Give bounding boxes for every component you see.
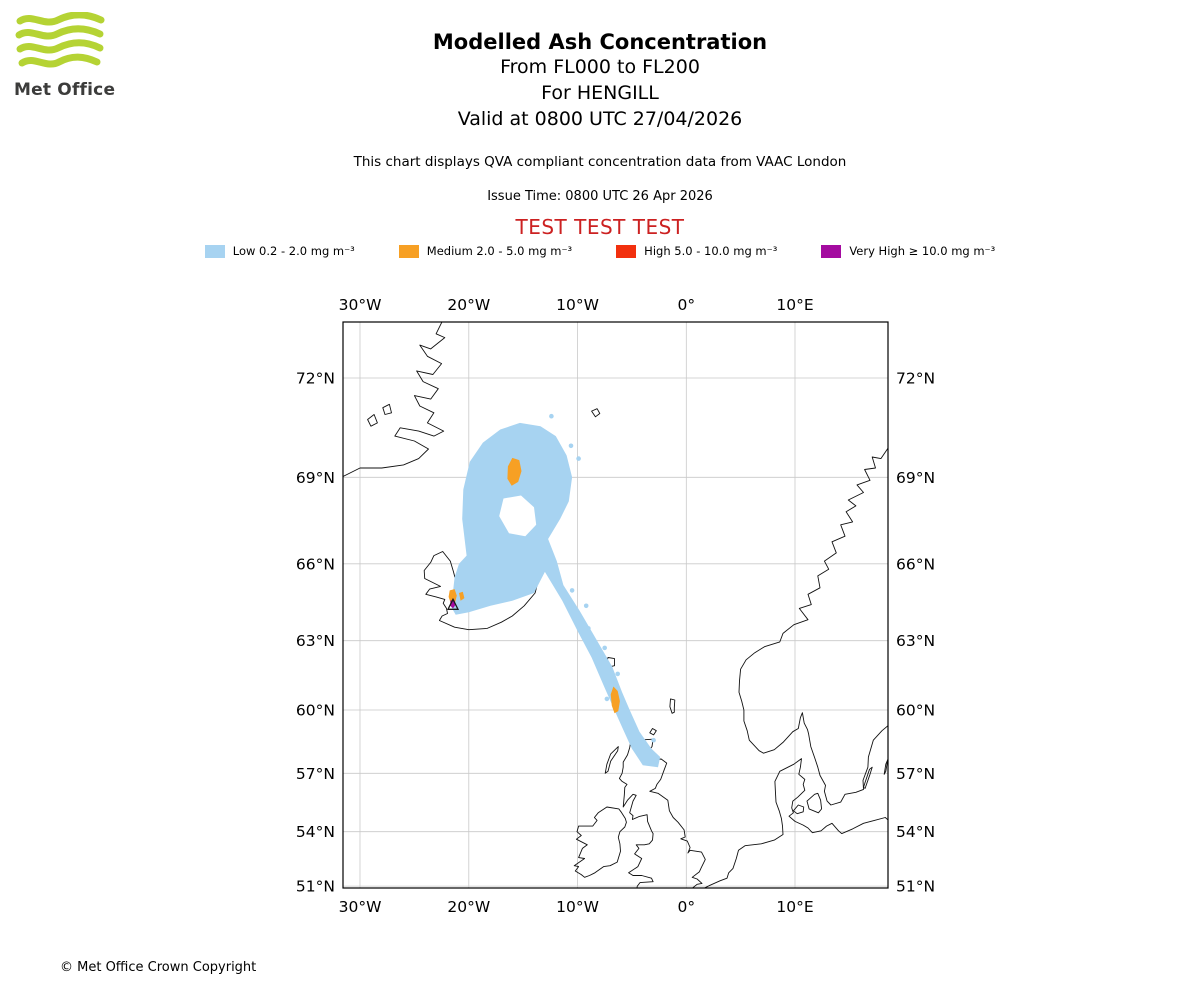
lon-tick-bottom: 20°W xyxy=(447,898,490,916)
coastline xyxy=(367,414,378,427)
lat-tick-right: 69°N xyxy=(896,469,935,487)
issue-time: Issue Time: 0800 UTC 26 Apr 2026 xyxy=(487,189,713,204)
legend-label-low: Low 0.2 - 2.0 mg m⁻³ xyxy=(232,244,355,258)
lon-tick-top: 0° xyxy=(677,296,695,314)
lat-tick-left: 57°N xyxy=(296,765,335,783)
legend-swatch-high xyxy=(616,244,637,258)
legend-item-very_high: Very High ≥ 10.0 mg m⁻³ xyxy=(821,244,995,258)
legend-swatch-medium xyxy=(398,244,419,258)
lon-tick-bottom: 10°E xyxy=(776,898,813,916)
lat-tick-right: 60°N xyxy=(896,702,935,720)
lat-tick-left: 72°N xyxy=(296,370,335,388)
lat-tick-right: 51°N xyxy=(896,878,935,896)
ash-speck-low xyxy=(604,696,610,702)
coastlines xyxy=(343,322,888,888)
qva-compliance-note: This chart displays QVA compliant concen… xyxy=(353,154,847,170)
lat-tick-left: 69°N xyxy=(296,469,335,487)
lat-tick-left: 54°N xyxy=(296,823,335,841)
coastline xyxy=(806,792,823,814)
lat-tick-left: 51°N xyxy=(296,878,335,896)
ash-speck-low xyxy=(569,588,575,593)
lon-tick-top: 10°E xyxy=(776,296,813,314)
volcano-name-line: For HENGILL xyxy=(541,82,659,104)
map-background xyxy=(343,322,888,888)
coastline xyxy=(604,746,619,774)
ash-speck-low xyxy=(583,603,589,609)
ash-layers xyxy=(446,413,661,768)
legend: Low 0.2 - 2.0 mg m⁻³ Medium 2.0 - 5.0 mg … xyxy=(0,244,1200,258)
met-office-logo-waves xyxy=(15,11,105,68)
coastline xyxy=(573,806,627,878)
graticule xyxy=(343,322,888,888)
lat-tick-left: 66°N xyxy=(296,555,335,573)
ash-speck-low xyxy=(586,626,591,631)
ash-speck-low xyxy=(568,443,574,449)
map-frame xyxy=(342,321,889,889)
volcano-marker xyxy=(446,597,460,610)
coastline xyxy=(343,322,446,478)
legend-swatch-very_high xyxy=(821,244,842,258)
met-office-logo: Met Office xyxy=(14,11,134,100)
lat-tick-right: 54°N xyxy=(896,823,935,841)
coastline xyxy=(382,403,392,415)
met-office-logo-text: Met Office xyxy=(14,80,116,100)
lat-tick-left: 60°N xyxy=(296,702,335,720)
lat-tick-right: 63°N xyxy=(896,632,935,650)
valid-time-line: Valid at 0800 UTC 27/04/2026 xyxy=(457,108,743,130)
ash-speck-low xyxy=(651,737,656,743)
ash-speck-low xyxy=(615,671,620,677)
legend-label-very_high: Very High ≥ 10.0 mg m⁻³ xyxy=(849,244,996,258)
coastline xyxy=(591,408,601,418)
ash-speck-low xyxy=(630,723,636,728)
title-block: Modelled Ash Concentration From FL000 to… xyxy=(0,30,1200,239)
coastline xyxy=(738,447,888,806)
legend-item-low: Low 0.2 - 2.0 mg m⁻³ xyxy=(204,244,355,258)
test-banner: TEST TEST TEST xyxy=(515,215,685,239)
lon-tick-top: 10°W xyxy=(556,296,599,314)
legend-label-high: High 5.0 - 10.0 mg m⁻³ xyxy=(644,244,778,258)
coastline xyxy=(669,698,676,714)
coastline xyxy=(792,804,805,815)
lon-tick-top: 30°W xyxy=(339,296,382,314)
lon-tick-bottom: 0° xyxy=(677,898,695,916)
ash-speck-low xyxy=(576,456,581,461)
copyright: © Met Office Crown Copyright xyxy=(60,960,257,975)
lon-tick-bottom: 30°W xyxy=(339,898,382,916)
ash-layer-low xyxy=(451,422,661,768)
chart-title: Modelled Ash Concentration xyxy=(432,30,768,54)
lat-tick-right: 66°N xyxy=(896,555,935,573)
legend-item-medium: Medium 2.0 - 5.0 mg m⁻³ xyxy=(398,244,573,258)
coastline xyxy=(863,766,873,789)
legend-item-high: High 5.0 - 10.0 mg m⁻³ xyxy=(616,244,777,258)
ash-speck-low xyxy=(602,645,607,651)
lat-tick-right: 57°N xyxy=(896,765,935,783)
coastline xyxy=(703,758,888,888)
lat-tick-right: 72°N xyxy=(896,370,935,388)
coastline xyxy=(883,757,888,775)
lon-tick-bottom: 10°W xyxy=(556,898,599,916)
coastline xyxy=(649,728,657,736)
ash-speck-low xyxy=(549,413,554,419)
legend-swatch-low xyxy=(204,244,225,258)
coastline xyxy=(618,738,706,888)
lat-tick-left: 63°N xyxy=(296,632,335,650)
flight-level-line: From FL000 to FL200 xyxy=(500,56,700,78)
legend-label-medium: Medium 2.0 - 5.0 mg m⁻³ xyxy=(426,244,573,258)
lon-tick-top: 20°W xyxy=(447,296,490,314)
